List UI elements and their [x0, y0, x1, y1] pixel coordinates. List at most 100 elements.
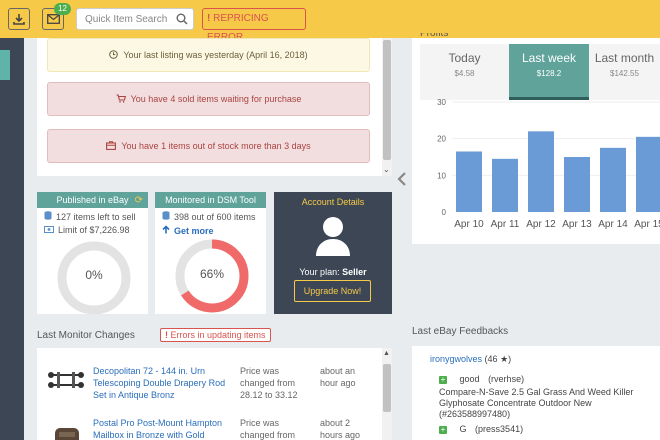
- x-tick-label: Apr 11: [491, 219, 520, 230]
- tab-today-value: $4.58: [454, 69, 475, 78]
- database-icon: [44, 211, 52, 222]
- last-listing-text: Your last listing was yesterday (April 1…: [123, 50, 308, 60]
- quick-search: [76, 8, 194, 30]
- sold-items-alert[interactable]: You have 4 sold items waiting for purcha…: [47, 82, 370, 116]
- published-card-header: Published in eBay ⟳: [37, 192, 148, 208]
- published-gauge: [57, 241, 131, 315]
- feedback-user-link[interactable]: ironygwolves: [430, 354, 483, 364]
- feedbacks-title: Last eBay Feedbacks: [412, 326, 509, 337]
- bar-apr-11[interactable]: [492, 158, 518, 212]
- bar-apr-10[interactable]: [456, 151, 482, 213]
- account-card-title: Account Details: [301, 197, 365, 207]
- tab-last-month-label: Last month: [594, 51, 655, 65]
- repricing-error-label: REPRICING ERROR: [207, 13, 269, 43]
- alerts-scrollbar[interactable]: ⌄: [382, 38, 392, 176]
- search-input[interactable]: [77, 9, 172, 29]
- monitored-card-title: Monitored in DSM Tool: [155, 192, 266, 208]
- x-tick-label: Apr 10: [454, 219, 484, 230]
- out-of-stock-text: You have 1 items out of stock more than …: [121, 141, 311, 151]
- tab-last-week-label: Last week: [521, 51, 577, 65]
- scroll-down-arrow-icon[interactable]: ⌄: [383, 165, 390, 174]
- x-tick-label: Apr 13: [562, 219, 592, 230]
- monitored-card: Monitored in DSM Tool 398 out of 600 ite…: [155, 192, 266, 314]
- bar-apr-15[interactable]: [636, 136, 660, 212]
- score-close: ): [508, 354, 512, 364]
- bar-apr-13[interactable]: [564, 157, 590, 212]
- clock-icon: [109, 49, 119, 61]
- exclamation-icon: !: [165, 330, 168, 340]
- monitored-percent: 66%: [199, 267, 225, 281]
- bar-apr-14[interactable]: [600, 147, 626, 212]
- tab-last-week-value: $128.2: [536, 69, 562, 78]
- product-title-link[interactable]: Postal Pro Post-Mount Hampton Mailbox in…: [93, 418, 223, 440]
- money-icon: [44, 225, 54, 235]
- feedback-buyer: (rverhse): [488, 374, 525, 384]
- plan-value: Seller: [342, 267, 367, 277]
- active-tab-indicator: [509, 97, 589, 100]
- y-tick-label: 30: [437, 98, 446, 107]
- account-card: Account Details Your plan: Seller Upgrad…: [274, 192, 392, 314]
- message-count-badge: 12: [54, 3, 71, 15]
- items-left-line: 127 items left to sell: [37, 211, 148, 222]
- left-sidebar: [0, 38, 24, 440]
- product-thumbnail: [47, 426, 85, 440]
- tab-today-label: Today: [448, 51, 481, 65]
- search-icon[interactable]: [176, 13, 188, 28]
- feedback-rating: good: [459, 374, 480, 384]
- items-left-text: 127 items left to sell: [56, 211, 136, 222]
- x-tick-label: Apr 14: [598, 219, 628, 230]
- change-time: about an hour ago: [320, 366, 356, 388]
- feedback-buyer: (press3541): [475, 424, 524, 434]
- upgrade-button[interactable]: Upgrade Now!: [294, 280, 371, 302]
- user-avatar-icon: [316, 217, 350, 256]
- feedback-rating: G: [459, 424, 467, 434]
- plus-icon: +: [439, 375, 447, 384]
- scroll-up-arrow-icon[interactable]: ▲: [383, 350, 390, 357]
- repricing-error-button[interactable]: ! REPRICING ERROR: [202, 8, 306, 43]
- cart-icon: [116, 93, 126, 105]
- feedback-text: Compare-N-Save 2.5 Gal Grass And Weed Ki…: [439, 387, 634, 419]
- tab-last-week[interactable]: Last week $128.2: [509, 44, 589, 100]
- published-percent: 0%: [85, 268, 103, 282]
- sidebar-active-indicator[interactable]: [0, 50, 10, 80]
- feedback-entry: + good (rverhse): [439, 374, 524, 384]
- monitor-scrollbar[interactable]: ▲: [382, 348, 392, 440]
- refresh-icon[interactable]: ⟳: [134, 195, 143, 206]
- errors-button[interactable]: ! Errors in updating items: [160, 328, 271, 342]
- scrollbar-thumb[interactable]: [383, 40, 391, 160]
- monitor-panel: Decopolitan 72 - 144 in. Urn Telescoping…: [37, 348, 392, 440]
- star-icon: ★: [500, 354, 509, 364]
- scrollbar-thumb[interactable]: [383, 364, 391, 412]
- published-card: Published in eBay ⟳ 127 items left to se…: [37, 192, 148, 315]
- errors-button-label: Errors in updating items: [170, 330, 266, 340]
- bar-apr-12[interactable]: [528, 131, 554, 212]
- change-text: Price was changed from: [240, 418, 296, 440]
- last-listing-alert: Your last listing was yesterday (April 1…: [47, 38, 370, 72]
- change-text: Price was changed from 28.12 to 33.12: [240, 366, 298, 400]
- monitored-gauge: [175, 239, 249, 313]
- limit-text: Limit of $7,226.98: [58, 225, 130, 235]
- collapse-arrow-icon[interactable]: [397, 172, 407, 189]
- y-tick-label: 10: [437, 171, 446, 180]
- profits-chart: 0 10 20 30 Apr 10 Apr 11 Apr 12 Apr 13 Apr 14 Apr…: [437, 98, 660, 230]
- exclamation-icon: !: [207, 13, 211, 24]
- database-icon: [162, 211, 170, 222]
- download-icon[interactable]: [8, 8, 30, 30]
- x-tick-label: Apr 15: [634, 219, 660, 230]
- product-thumbnail: [47, 366, 85, 396]
- tab-today[interactable]: Today $4.58: [420, 44, 509, 100]
- monitored-count-text: 398 out of 600 items: [174, 211, 256, 222]
- tab-last-month[interactable]: Last month $142.55: [589, 44, 660, 100]
- y-tick-label: 0: [442, 208, 447, 217]
- feedbacks-panel: [412, 346, 660, 440]
- feedback-user-line: ironygwolves (46 ★): [430, 354, 511, 365]
- monitor-section-title: Last Monitor Changes: [37, 330, 135, 341]
- get-more-link[interactable]: Get more: [155, 225, 266, 236]
- out-of-stock-alert[interactable]: You have 1 items out of stock more than …: [47, 129, 370, 163]
- monitored-count-line: 398 out of 600 items: [155, 211, 266, 222]
- plus-icon: +: [439, 425, 447, 434]
- plan-label: Your plan:: [299, 267, 340, 277]
- sold-items-text: You have 4 sold items waiting for purcha…: [130, 94, 302, 104]
- product-title-link[interactable]: Decopolitan 72 - 144 in. Urn Telescoping…: [93, 366, 226, 400]
- top-bar: 12 ! REPRICING ERROR: [0, 0, 660, 43]
